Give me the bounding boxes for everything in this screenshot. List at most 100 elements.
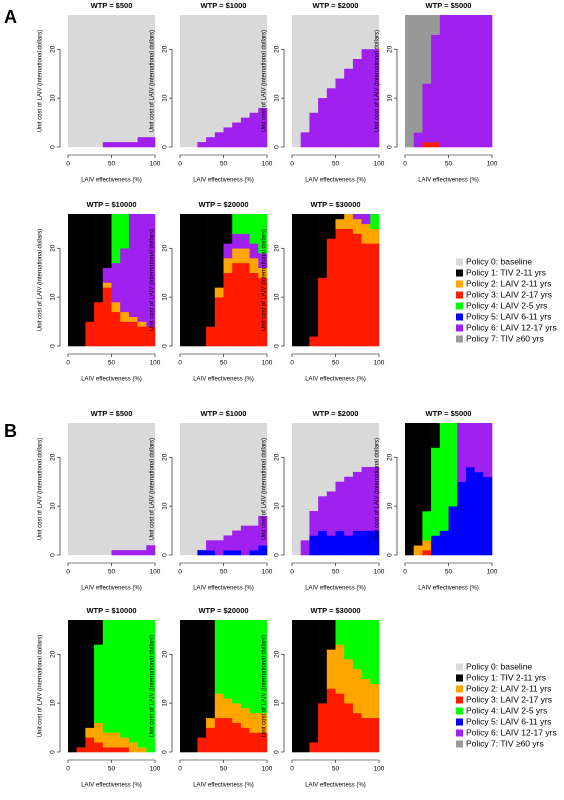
x-tick-label: 0 xyxy=(290,161,294,168)
y-tick-label: 10 xyxy=(274,94,281,102)
x-tick-label: 100 xyxy=(150,569,161,576)
y-tick-label: 0 xyxy=(162,750,169,754)
policy-region xyxy=(431,142,441,148)
policy-region xyxy=(206,214,216,327)
policy-region xyxy=(344,476,354,536)
y-tick-label: 20 xyxy=(50,45,57,53)
x-tick-label: 50 xyxy=(220,569,228,576)
y-tick-label: 10 xyxy=(50,502,57,510)
policy-region xyxy=(137,214,147,322)
x-tick-label: 50 xyxy=(332,360,340,367)
policy-region xyxy=(361,243,371,347)
panel-label: B xyxy=(4,421,17,441)
policy-region xyxy=(335,228,345,347)
policy-region xyxy=(318,214,328,278)
x-tick-label: 100 xyxy=(374,569,385,576)
policy-region xyxy=(344,214,354,229)
policy-region xyxy=(405,423,414,556)
x-tick-label: 0 xyxy=(178,766,182,773)
policy-region xyxy=(232,620,242,704)
policy-region xyxy=(214,540,224,556)
x-tick-label: 0 xyxy=(403,161,407,168)
policy-region xyxy=(68,214,77,347)
x-tick-label: 50 xyxy=(220,360,228,367)
policy-region xyxy=(335,481,345,531)
policy-region xyxy=(180,620,189,753)
policy-region xyxy=(111,550,121,556)
policy-region xyxy=(361,530,371,556)
policy-region xyxy=(94,214,104,303)
plot-background xyxy=(68,423,155,555)
policy-region xyxy=(111,214,121,264)
policy-region xyxy=(76,214,86,347)
policy-region xyxy=(318,703,328,753)
policy-region xyxy=(344,228,354,347)
policy-region xyxy=(422,15,432,84)
policy-region xyxy=(448,506,458,556)
x-axis-label: LAIV effectiveness (%) xyxy=(193,377,254,383)
x-tick-label: 100 xyxy=(262,161,273,168)
policy-region xyxy=(335,620,345,645)
policy-region xyxy=(405,15,414,148)
policy-region xyxy=(120,311,130,322)
policy-region xyxy=(258,214,268,254)
policy-region xyxy=(120,142,130,148)
x-axis-label: LAIV effectiveness (%) xyxy=(305,178,366,184)
chart-title: WTP = $5000 xyxy=(426,409,472,418)
x-tick-label: 50 xyxy=(108,766,116,773)
policy-region xyxy=(85,737,95,753)
policy-region xyxy=(361,214,371,225)
policy-region xyxy=(102,142,112,148)
y-tick-label: 0 xyxy=(274,553,281,557)
y-tick-label: 10 xyxy=(50,293,57,301)
x-tick-label: 50 xyxy=(445,161,453,168)
policy-region xyxy=(258,712,268,733)
policy-region xyxy=(223,717,233,753)
policy-region xyxy=(85,321,95,347)
y-axis-label: Unit cost of LAIV (international dollars… xyxy=(262,229,268,331)
policy-region xyxy=(214,132,224,148)
x-axis-label: LAIV effectiveness (%) xyxy=(305,783,366,789)
policy-region xyxy=(309,742,319,753)
policy-region xyxy=(120,248,130,313)
policy-region xyxy=(223,550,233,556)
policy-region xyxy=(111,620,121,733)
policy-region xyxy=(214,214,224,288)
policy-region xyxy=(76,620,86,748)
policy-region xyxy=(361,620,371,679)
policy-region xyxy=(68,620,77,753)
policy-region xyxy=(300,132,310,148)
policy-region xyxy=(465,467,475,556)
y-tick-label: 20 xyxy=(162,453,169,461)
x-axis-label: LAIV effectiveness (%) xyxy=(305,586,366,592)
y-tick-label: 10 xyxy=(50,699,57,707)
y-tick-label: 10 xyxy=(162,293,169,301)
policy-region xyxy=(318,530,328,556)
policy-region xyxy=(465,423,475,468)
x-tick-label: 50 xyxy=(220,766,228,773)
policy-region xyxy=(344,68,354,148)
policy-region xyxy=(249,525,259,551)
policy-region xyxy=(335,693,345,753)
policy-region xyxy=(206,620,216,719)
x-axis-label: LAIV effectiveness (%) xyxy=(418,178,479,184)
policy-region xyxy=(258,620,268,714)
policy-region xyxy=(120,321,130,347)
y-tick-label: 0 xyxy=(162,344,169,348)
y-tick-label: 0 xyxy=(50,344,57,348)
policy-region xyxy=(352,712,362,753)
legend-label: Policy 6: LAIV 12-17 yrs xyxy=(466,322,557,332)
policy-region xyxy=(249,112,259,148)
policy-region xyxy=(120,737,130,748)
policy-region xyxy=(422,423,432,512)
policy-region xyxy=(370,49,380,148)
policy-region xyxy=(232,233,242,249)
policy-region xyxy=(431,34,441,143)
policy-region xyxy=(413,15,423,133)
policy-region xyxy=(232,703,242,723)
policy-region xyxy=(352,218,362,234)
legend-swatch xyxy=(456,280,463,288)
policy-region xyxy=(300,540,310,556)
policy-region xyxy=(146,137,156,148)
y-tick-label: 20 xyxy=(50,244,57,252)
